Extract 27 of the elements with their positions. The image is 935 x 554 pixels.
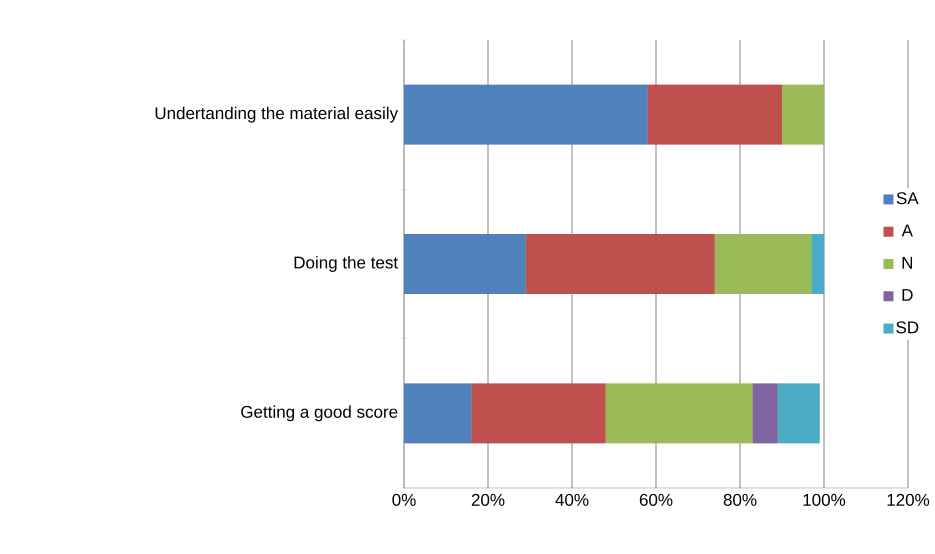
x-tick-label: 120% xyxy=(888,494,930,506)
legend-label: D xyxy=(902,289,913,301)
legend-label: SA xyxy=(896,192,919,204)
bar xyxy=(404,383,472,444)
bar xyxy=(404,234,526,294)
y-tick-label: Undertanding the material easily xyxy=(156,106,398,123)
bar xyxy=(714,234,812,294)
legend-label: SD xyxy=(896,321,918,334)
bar xyxy=(606,383,753,444)
bar xyxy=(526,234,715,294)
bar xyxy=(811,234,824,294)
bar xyxy=(782,84,824,145)
x-tick-label: 100% xyxy=(804,494,846,506)
x-tick-label: 0% xyxy=(392,494,416,506)
bar xyxy=(648,84,782,145)
legend-label: N xyxy=(902,256,912,269)
y-tick-label: Doing the test xyxy=(294,256,398,272)
x-tick-label: 80% xyxy=(724,494,756,506)
legend-label: A xyxy=(902,224,913,236)
x-tick-label: 20% xyxy=(472,494,504,506)
x-tick-label: 60% xyxy=(640,494,672,506)
y-tick-label: Getting a good score xyxy=(241,405,398,422)
bar xyxy=(404,84,648,145)
x-tick-label: 40% xyxy=(555,494,588,506)
bar xyxy=(752,383,778,444)
bar xyxy=(778,383,820,444)
bar xyxy=(471,383,606,444)
